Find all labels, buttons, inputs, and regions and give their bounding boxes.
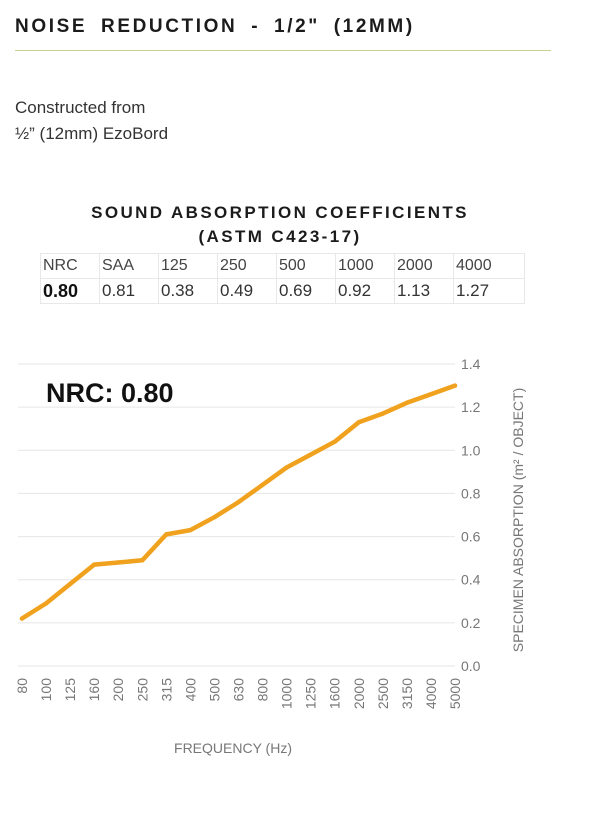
y-tick-label: 1.2 xyxy=(461,399,481,415)
coefficients-title-line-1: SOUND ABSORPTION COEFFICIENTS xyxy=(91,203,469,222)
nrc-annotation: NRC: 0.80 xyxy=(46,378,174,408)
x-tick-label: 1600 xyxy=(327,678,343,709)
x-tick-label: 1250 xyxy=(303,678,319,709)
data-point xyxy=(428,392,434,397)
x-tick-label: 200 xyxy=(110,678,126,702)
coefficients-title: SOUND ABSORPTION COEFFICIENTS (ASTM C423… xyxy=(20,201,540,249)
y-tick-label: 1.4 xyxy=(461,356,481,372)
data-point xyxy=(188,527,193,533)
absorption-chart: 0.0 0.2 0.4 0.6 0.8 1.0 1.2 1.4 80 100 125 160 200 25… xyxy=(14,356,526,756)
y-tick-label: 1.0 xyxy=(461,442,481,458)
data-point xyxy=(380,411,386,416)
x-tick-label: 80 xyxy=(14,678,30,694)
data-point xyxy=(332,439,337,444)
value-4000: 1.27 xyxy=(453,278,525,304)
data-point xyxy=(308,452,313,457)
value-nrc: 0.80 xyxy=(40,278,100,304)
description-line-2: ½” (12mm) EzoBord xyxy=(15,124,169,143)
page-title: NOISE REDUCTION - 1/2" (12MM) xyxy=(15,16,415,37)
x-tick-label: 1000 xyxy=(279,678,295,709)
x-tick-label: 2500 xyxy=(375,678,391,709)
header-250: 250 xyxy=(217,253,277,279)
x-tick-label: 500 xyxy=(206,678,222,702)
coefficients-value-row: 0.80 0.81 0.38 0.49 0.69 0.92 1.13 1.27 xyxy=(40,278,525,304)
value-125: 0.38 xyxy=(158,278,218,304)
data-point xyxy=(212,514,217,520)
data-point xyxy=(116,560,121,565)
data-point xyxy=(236,499,241,505)
x-tick-label: 5000 xyxy=(447,678,463,709)
value-500: 0.69 xyxy=(276,278,336,304)
y-tick-label: 0.8 xyxy=(461,485,481,501)
y-tick-label: 0.6 xyxy=(461,529,481,545)
description-line-1: Constructed from xyxy=(15,98,146,117)
value-2000: 1.13 xyxy=(394,278,454,304)
x-tick-label: 800 xyxy=(255,678,271,702)
data-point xyxy=(452,383,458,388)
coefficients-title-line-2: (ASTM C423-17) xyxy=(198,227,362,246)
value-saa: 0.81 xyxy=(99,278,159,304)
x-tick-label: 250 xyxy=(134,678,150,702)
y-tick-label: 0.0 xyxy=(461,658,481,674)
coefficients-header-row: NRC SAA 125 250 500 1000 2000 4000 xyxy=(40,253,525,279)
x-tick-label: 4000 xyxy=(423,678,439,709)
y-axis-label: SPECIMEN ABSORPTION (m² / OBJECT) xyxy=(510,388,526,652)
data-point xyxy=(19,616,25,621)
x-tick-label: 3150 xyxy=(399,678,415,709)
header-2000: 2000 xyxy=(394,253,454,279)
data-point xyxy=(284,465,289,470)
product-description: Constructed from ½” (12mm) EzoBord xyxy=(15,95,168,147)
x-tick-label: 100 xyxy=(38,678,54,702)
x-tick-label: 630 xyxy=(231,678,247,702)
y-tick-label: 0.4 xyxy=(461,572,481,588)
header-1000: 1000 xyxy=(335,253,395,279)
header-500: 500 xyxy=(276,253,336,279)
data-point xyxy=(356,420,361,425)
x-tick-label: 2000 xyxy=(351,678,367,709)
x-tick-label: 125 xyxy=(62,678,78,702)
x-tick-label: 400 xyxy=(182,678,198,702)
data-point xyxy=(140,558,145,563)
coefficients-table: NRC SAA 125 250 500 1000 2000 4000 0.80 … xyxy=(40,253,525,304)
value-1000: 0.92 xyxy=(335,278,395,304)
data-point xyxy=(164,532,169,537)
value-250: 0.49 xyxy=(217,278,277,304)
header-nrc: NRC xyxy=(40,253,100,279)
x-axis-label: FREQUENCY (Hz) xyxy=(174,740,292,756)
x-tick-label: 160 xyxy=(86,678,102,702)
header-saa: SAA xyxy=(99,253,159,279)
x-tick-label: 315 xyxy=(158,678,174,702)
data-point xyxy=(67,581,73,587)
data-point xyxy=(404,400,410,406)
data-point xyxy=(91,562,97,567)
header-125: 125 xyxy=(158,253,218,279)
data-point xyxy=(43,601,49,606)
title-divider xyxy=(15,50,551,51)
header-4000: 4000 xyxy=(453,253,525,279)
data-point xyxy=(260,482,265,487)
y-tick-label: 0.2 xyxy=(461,615,481,631)
